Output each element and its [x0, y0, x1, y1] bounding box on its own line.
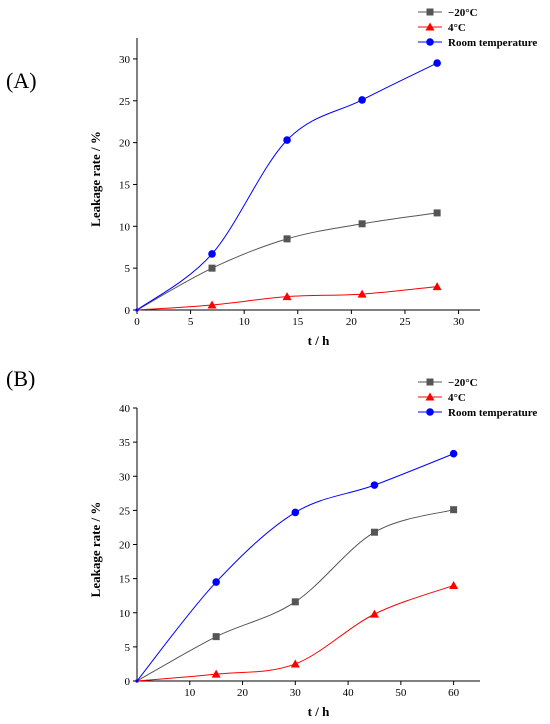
x-tick-label: 25 — [399, 316, 411, 328]
x-tick-label: 40 — [343, 687, 355, 699]
x-tick-label: 0 — [134, 316, 140, 328]
series-line — [136, 62, 438, 311]
panel-label: (A) — [6, 68, 37, 93]
legend-marker — [426, 38, 434, 46]
y-tick-label: 40 — [119, 403, 131, 415]
y-axis-title: Leakage rate / % — [88, 131, 103, 227]
series-line — [136, 453, 454, 682]
chart-panel-b: (B) 10 20 30 40 50 60 0 5 10 15 20 25 30 35 40 t / h Leak… — [6, 366, 537, 719]
data-point — [283, 235, 291, 243]
y-tick-label: 10 — [119, 608, 131, 620]
y-tick-label: 5 — [125, 642, 131, 654]
series-line — [136, 509, 454, 682]
y-tick-label: 25 — [119, 96, 131, 108]
y-tick-label: 20 — [119, 138, 131, 150]
data-point — [433, 59, 441, 67]
origin-point — [135, 679, 139, 683]
data-point — [450, 506, 458, 514]
x-tick-label: 30 — [290, 687, 302, 699]
data-point — [449, 449, 458, 458]
data-point — [357, 289, 367, 298]
x-tick-label: 60 — [448, 687, 460, 699]
y-tick-label: 35 — [119, 437, 131, 449]
x-tick-label: 20 — [346, 316, 358, 328]
legend-marker — [426, 8, 434, 16]
data-point — [358, 96, 366, 104]
data-point — [282, 292, 292, 301]
data-point — [291, 598, 299, 606]
x-tick-label: 10 — [184, 687, 196, 699]
data-point — [370, 528, 378, 536]
x-tick-label: 5 — [188, 316, 194, 328]
y-axis-title: Leakage rate / % — [88, 502, 103, 598]
legend-entry-label: 4°C — [448, 22, 466, 34]
data-point — [358, 220, 366, 228]
y-tick-label: 10 — [119, 221, 131, 233]
data-point — [370, 481, 379, 489]
y-tick-label: 0 — [125, 676, 131, 688]
legend-marker — [426, 378, 434, 386]
data-point — [211, 669, 221, 678]
legend-marker — [425, 22, 435, 31]
x-axis-title: t / h — [308, 704, 330, 719]
y-tick-label: 15 — [119, 179, 131, 191]
data-point — [208, 264, 216, 272]
data-point — [212, 578, 220, 586]
y-tick-label: 20 — [119, 540, 131, 552]
legend-entry-label: Room temperature — [448, 37, 537, 49]
x-axis-title: t / h — [308, 333, 330, 348]
y-tick-label: 5 — [125, 263, 131, 275]
data-point — [212, 633, 220, 641]
y-tick-label: 15 — [119, 574, 131, 586]
panel-label: (B) — [6, 366, 35, 391]
data-point — [449, 580, 459, 589]
data-point — [290, 659, 300, 668]
x-tick-label: 30 — [453, 316, 465, 328]
data-point — [433, 209, 441, 217]
legend-marker — [426, 408, 434, 416]
legend-marker — [425, 392, 435, 401]
x-tick-label: 50 — [395, 687, 407, 699]
x-tick-label: 20 — [237, 687, 249, 699]
x-tick-label: 10 — [239, 316, 251, 328]
legend-entry-label: 4°C — [448, 392, 466, 404]
legend-entry-label: −20°C — [448, 7, 478, 19]
data-point — [283, 136, 291, 144]
y-tick-label: 25 — [119, 505, 131, 517]
y-tick-label: 30 — [119, 471, 131, 483]
y-tick-label: 0 — [125, 305, 131, 317]
data-point — [207, 300, 217, 309]
origin-point — [135, 308, 139, 312]
x-tick-label: 15 — [292, 316, 304, 328]
data-point — [369, 609, 379, 618]
data-point — [291, 508, 300, 517]
data-point — [208, 250, 216, 258]
data-point — [432, 282, 442, 291]
chart-panel-a: (A) 0 5 10 15 20 25 30 0 5 10 15 20 25 30 t / h Leakage … — [6, 7, 537, 348]
legend-entry-label: −20°C — [448, 377, 478, 389]
legend-entry-label: Room temperature — [448, 407, 537, 419]
y-tick-label: 30 — [119, 54, 131, 66]
